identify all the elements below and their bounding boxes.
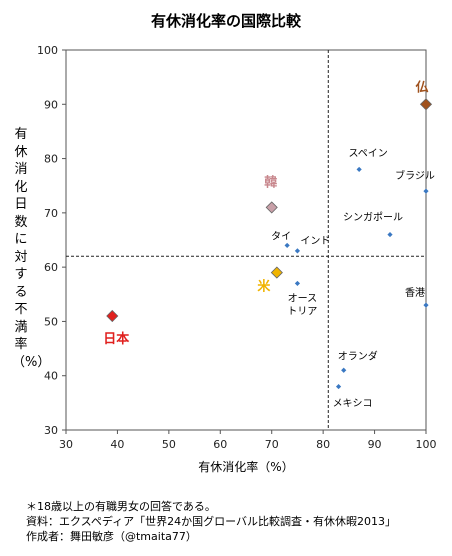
data-point [387, 231, 393, 238]
data-label: 米 [257, 279, 271, 295]
x-axis-title: 有休消化率（%） [198, 460, 294, 474]
x-tick-label: 80 [316, 438, 330, 451]
x-tick-label: 50 [162, 438, 176, 451]
data-label: ブラジル [395, 169, 435, 182]
data-label-line: スペイン [348, 148, 387, 159]
footnote-note: ＊18歳以上の有職男女の回答である。 [26, 500, 216, 513]
plot-frame [65, 49, 427, 431]
y-tick-label: 90 [44, 98, 58, 111]
y-tick-label: 30 [44, 424, 58, 437]
data-point [356, 166, 362, 173]
data-point [423, 302, 429, 308]
y-tick-label: 100 [37, 44, 58, 57]
data-point [335, 383, 342, 390]
data-label: 香港 [405, 287, 425, 299]
data-label-line: ブラジル [395, 169, 435, 182]
data-label: 韓 [264, 174, 277, 190]
data-label-line: 香港 [405, 287, 425, 299]
data-label: 日本 [103, 331, 129, 347]
chart-title: 有休消化率の国際比較 [150, 12, 301, 30]
y-tick-label: 80 [44, 153, 58, 166]
data-label: シンガポール [343, 212, 403, 224]
data-point-highlight [106, 309, 119, 323]
data-label-line: 米 [257, 279, 271, 295]
data-label-line: 仏 [415, 80, 428, 95]
data-label: タイ [271, 230, 291, 242]
data-label-line: オース [288, 292, 318, 304]
data-label-line: メキシコ [333, 399, 373, 410]
data-label: 仏 [415, 80, 428, 95]
x-tick-label: 60 [213, 438, 227, 451]
y-tick-label: 50 [44, 315, 58, 328]
y-tick-label: 60 [44, 261, 58, 274]
data-label: オーストリア [287, 292, 317, 317]
x-tick-label: 100 [416, 438, 437, 451]
data-label-line: 韓 [264, 174, 277, 190]
data-point-highlight [265, 201, 278, 214]
data-point [294, 280, 301, 287]
data-label-line: 日本 [103, 331, 129, 347]
data-label: インド [300, 236, 330, 247]
data-point [423, 188, 429, 194]
y-tick-label: 70 [44, 207, 58, 220]
x-tick-label: 70 [265, 438, 279, 451]
data-point [284, 242, 290, 249]
data-point [341, 367, 347, 373]
footnotes: ＊18歳以上の有職男女の回答である。 資料：エクスペディア「世界24か国グローバ… [26, 499, 396, 544]
data-label-line: インド [300, 236, 330, 247]
data-label-line: トリア [287, 306, 317, 317]
data-label-line: タイ [271, 230, 291, 242]
x-tick-label: 90 [368, 438, 382, 451]
y-axis-title: 有休消化日数に対する不満率（%） [12, 127, 51, 370]
data-point-highlight [270, 266, 283, 279]
footnote-author: 作成者：舞田敏彦（@tmaita77） [26, 530, 197, 543]
data-point-highlight [419, 98, 433, 111]
x-tick-label: 40 [110, 438, 124, 451]
data-label-line: シンガポール [343, 212, 403, 224]
data-point [294, 248, 301, 254]
footnote-source: 資料：エクスペディア「世界24か国グローバル比較調査・有休休暇2013」 [26, 515, 397, 528]
data-label: メキシコ [333, 399, 373, 410]
y-tick-label: 40 [44, 370, 58, 383]
data-label: オランダ [338, 349, 378, 362]
x-tick-label: 30 [59, 438, 73, 451]
data-label-line: オランダ [338, 349, 378, 362]
data-label: スペイン [348, 148, 387, 159]
